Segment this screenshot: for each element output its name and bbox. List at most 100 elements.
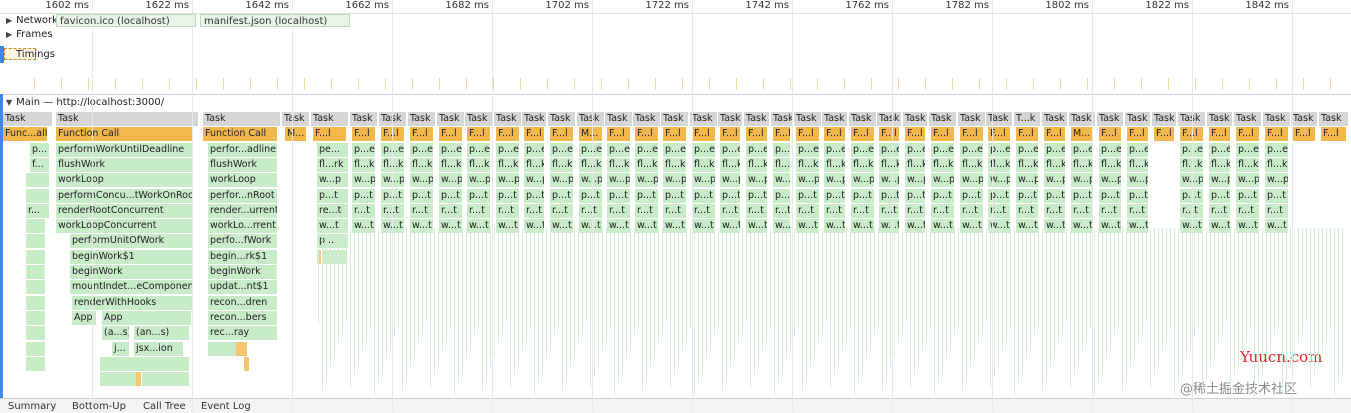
js-event[interactable]: fl...k — [746, 158, 768, 172]
js-event[interactable]: r...t — [720, 204, 741, 218]
frame-marker[interactable] — [412, 78, 413, 90]
function-call-event[interactable]: M... — [579, 127, 603, 141]
js-event[interactable]: fl...k — [607, 158, 631, 172]
task-event[interactable]: Task — [548, 112, 576, 126]
function-call-event[interactable]: Function Call — [203, 127, 278, 141]
task-event[interactable]: Task — [1291, 112, 1318, 126]
js-event[interactable]: fl...k — [931, 158, 955, 172]
frame-marker[interactable] — [331, 78, 332, 90]
frame-marker[interactable] — [1006, 78, 1007, 90]
js-event[interactable] — [26, 280, 46, 294]
js-event[interactable]: w...t — [960, 219, 984, 233]
js-event[interactable]: updat...nt$1 — [208, 280, 278, 294]
js-event[interactable]: w...t — [1265, 219, 1289, 233]
js-event[interactable]: r...t — [746, 204, 768, 218]
js-event[interactable]: p...e — [960, 143, 984, 157]
js-event[interactable]: r...t — [879, 204, 900, 218]
js-event[interactable]: perfo...fWork — [208, 234, 278, 248]
frame-marker[interactable] — [115, 78, 116, 90]
frame-marker[interactable] — [1330, 78, 1331, 90]
tab-call-tree[interactable]: Call Tree — [143, 401, 186, 412]
js-event[interactable]: w...t — [410, 219, 434, 233]
frame-marker[interactable] — [844, 78, 845, 90]
js-event[interactable]: (a...s) — [102, 326, 130, 340]
js-event[interactable]: p...e — [635, 143, 659, 157]
task-event[interactable]: Task — [794, 112, 822, 126]
js-event[interactable]: r...t — [1265, 204, 1289, 218]
js-event[interactable]: w...p — [524, 173, 545, 187]
frame-marker[interactable] — [1060, 78, 1061, 90]
js-event[interactable]: w...t — [1127, 219, 1149, 233]
js-event[interactable] — [244, 357, 250, 371]
js-event[interactable]: w...p — [1044, 173, 1066, 187]
js-event[interactable]: perfor...adline — [208, 143, 278, 157]
js-event[interactable]: p...t — [1071, 189, 1094, 203]
function-call-event[interactable]: F...l — [879, 127, 900, 141]
js-event[interactable]: w...p — [1071, 173, 1094, 187]
js-event[interactable]: fl...k — [773, 158, 791, 172]
js-event[interactable]: p...t — [496, 189, 520, 203]
js-event[interactable]: beginWork — [70, 265, 193, 279]
function-call-event[interactable]: F...l — [746, 127, 768, 141]
js-event[interactable]: r...t — [960, 204, 984, 218]
function-call-event[interactable]: F...l — [410, 127, 434, 141]
function-call-event[interactable]: F...l — [1044, 127, 1066, 141]
expand-triangle-icon[interactable]: ▶ — [6, 30, 13, 39]
tab-summary[interactable]: Summary — [8, 401, 57, 412]
frame-marker[interactable] — [925, 78, 926, 90]
task-event[interactable]: Task — [1152, 112, 1177, 126]
js-event[interactable]: w...p — [663, 173, 687, 187]
task-event[interactable]: Task — [350, 112, 378, 126]
js-event[interactable]: p...t — [439, 189, 463, 203]
js-event[interactable]: r...t — [988, 204, 1011, 218]
js-event[interactable]: w...p — [746, 173, 768, 187]
js-event[interactable]: performUnitOfWork — [70, 234, 193, 248]
js-event[interactable]: p...t — [960, 189, 984, 203]
js-event[interactable]: renderWithHooks — [72, 296, 193, 310]
js-event[interactable]: r...t — [1016, 204, 1039, 218]
function-call-event[interactable]: F...l — [1321, 127, 1347, 141]
js-event[interactable]: p...e — [381, 143, 405, 157]
js-event[interactable]: p...e — [746, 143, 768, 157]
js-event[interactable]: p...t — [796, 189, 820, 203]
task-event[interactable]: Task — [3, 112, 53, 126]
js-event[interactable]: w...t — [663, 219, 687, 233]
frame-marker[interactable] — [250, 78, 251, 90]
js-event[interactable]: p...t — [607, 189, 631, 203]
task-event[interactable]: Task — [1263, 112, 1291, 126]
js-event[interactable]: w...t — [1071, 219, 1094, 233]
task-event[interactable]: Task — [56, 112, 199, 126]
expand-triangle-icon[interactable]: ▶ — [6, 16, 13, 25]
frame-marker[interactable] — [1249, 78, 1250, 90]
js-event[interactable] — [26, 342, 46, 356]
js-event[interactable]: performConcu...tWorkOnRoot — [56, 189, 193, 203]
js-event[interactable]: w...t — [439, 219, 463, 233]
js-event[interactable]: p...t — [410, 189, 434, 203]
network-track-label[interactable]: ▶ Network — [6, 15, 58, 26]
js-event[interactable]: r...t — [773, 204, 791, 218]
function-call-event[interactable]: Func...all — [3, 127, 48, 141]
js-event[interactable]: w...p — [607, 173, 631, 187]
js-event[interactable]: p...t — [879, 189, 900, 203]
function-call-event[interactable]: F...l — [1127, 127, 1149, 141]
js-event[interactable]: w...t — [931, 219, 955, 233]
js-event[interactable]: p...e — [1016, 143, 1039, 157]
js-event[interactable]: p...t — [381, 189, 405, 203]
js-event[interactable]: (an...s) — [134, 326, 190, 340]
js-event[interactable]: workLoop — [208, 173, 278, 187]
js-event[interactable]: rec...ray — [208, 326, 278, 340]
task-event[interactable]: Task — [771, 112, 793, 126]
js-event[interactable]: r...t — [635, 204, 659, 218]
js-event[interactable]: f... — [30, 158, 50, 172]
js-event[interactable]: p...t — [746, 189, 768, 203]
js-event[interactable]: p...t — [467, 189, 491, 203]
frame-marker[interactable] — [223, 78, 224, 90]
frame-marker[interactable] — [88, 78, 89, 90]
js-event[interactable]: beginWork — [208, 265, 278, 279]
js-event[interactable]: r...t — [905, 204, 926, 218]
frame-marker[interactable] — [682, 78, 683, 90]
js-event[interactable]: workLoop — [56, 173, 193, 187]
function-call-event[interactable]: F...l — [381, 127, 405, 141]
js-event[interactable]: w...t — [796, 219, 820, 233]
js-event[interactable]: w...p — [1209, 173, 1231, 187]
